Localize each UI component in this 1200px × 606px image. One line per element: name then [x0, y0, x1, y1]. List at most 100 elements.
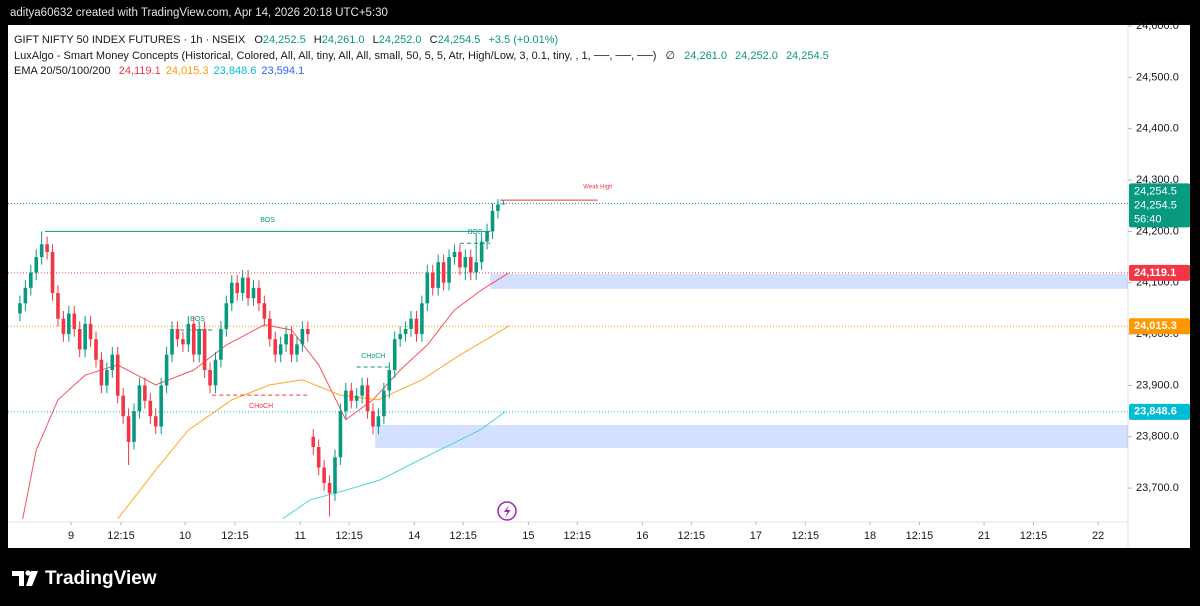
x-tick-label: 12:15	[107, 530, 135, 542]
candle-body	[137, 385, 142, 412]
candle-body	[181, 339, 185, 345]
y-tick-label: 24,500.0	[1136, 71, 1179, 83]
ema-line	[282, 411, 506, 520]
legend-line-2: LuxAlgo - Smart Money Concepts (Historic…	[14, 50, 829, 62]
candle-body	[490, 210, 495, 232]
candle-body	[132, 411, 136, 442]
candle-body	[99, 359, 104, 386]
chart-area	[8, 25, 1190, 548]
ema-value: 24,015.3	[166, 65, 209, 77]
candle-body	[240, 277, 245, 294]
ohlc-value: 24,252.0	[379, 34, 422, 46]
x-tick-label: 17	[750, 530, 762, 542]
brand-name: TradingView	[45, 568, 157, 589]
icon-bolt[interactable]	[504, 505, 511, 518]
y-tick-label: 24,300.0	[1136, 174, 1179, 186]
price-tag	[1129, 318, 1190, 335]
ohlc-label: H	[314, 34, 322, 46]
x-tick-label: 14	[408, 530, 420, 542]
candle-body	[273, 339, 278, 355]
candle-body	[202, 328, 207, 371]
ohlc-label: L	[373, 34, 379, 46]
candle-body	[447, 257, 451, 283]
x-tick-label: 12:15	[563, 530, 591, 542]
order-block	[490, 274, 1128, 289]
candle-body	[191, 323, 196, 355]
brand-logo: TradingView	[12, 568, 157, 589]
structure-label: BOS	[260, 217, 275, 224]
candle-body	[430, 272, 435, 288]
ohlc-label: O	[254, 34, 263, 46]
indicator-symbol: ∅	[666, 50, 676, 62]
candle-body	[371, 411, 375, 427]
candle-body	[115, 354, 120, 396]
candle-body	[327, 482, 332, 494]
x-tick-label: 15	[522, 530, 534, 542]
candle-body	[224, 303, 229, 329]
x-tick-label: 12:15	[678, 530, 706, 542]
candle-body	[67, 313, 71, 335]
candle-body	[148, 400, 153, 417]
price-tag-label: 56:40	[1134, 213, 1162, 225]
candle-body	[126, 416, 131, 442]
candle-body	[392, 339, 397, 371]
candle-body	[414, 318, 419, 335]
candle-body	[121, 395, 125, 417]
price-tag-label: 24,015.3	[1134, 320, 1177, 332]
candle-body	[474, 262, 479, 273]
order-block	[375, 424, 1128, 449]
legend-line-1: GIFT NIFTY 50 INDEX FUTURES · 1h · NSEIX…	[14, 34, 558, 46]
candle-body	[143, 385, 147, 401]
x-tick-label: 16	[636, 530, 648, 542]
ema-name: EMA 20/50/100/200	[14, 65, 111, 77]
candle-body	[34, 257, 39, 273]
replay-icon[interactable]	[497, 501, 517, 521]
candle-body	[72, 313, 77, 329]
candle-body	[262, 303, 267, 319]
candle-body	[425, 272, 430, 304]
x-tick-label: 10	[179, 530, 191, 542]
structure-label: Weak High	[583, 185, 612, 191]
topbar-text: aditya60632 created with TradingView.com…	[10, 7, 388, 19]
candle-body	[349, 390, 354, 401]
price-tag-label: 23,848.6	[1134, 406, 1177, 418]
candle-body	[365, 385, 370, 412]
candle-body	[436, 262, 440, 288]
ema-value: 23,594.1	[261, 65, 304, 77]
ohlc-value: 24,252.5	[263, 34, 306, 46]
plot: 23,700.023,800.023,900.024,000.024,100.0…	[8, 20, 1190, 542]
candle-body	[458, 251, 462, 268]
x-tick-label: 12:15	[792, 530, 820, 542]
candle-body	[322, 467, 326, 483]
legend: GIFT NIFTY 50 INDEX FUTURES · 1h · NSEIX…	[14, 34, 829, 77]
candle-body	[316, 447, 321, 468]
candle-body	[468, 257, 473, 273]
structure-label: CHoCH	[249, 403, 273, 410]
x-tick-label: 12:15	[906, 530, 934, 542]
candle-body	[311, 436, 316, 448]
candle-body	[110, 354, 115, 371]
candle-body	[153, 416, 158, 427]
candle-body	[376, 416, 381, 427]
candle-body	[278, 344, 283, 355]
y-tick-label: 24,600.0	[1136, 20, 1179, 32]
change: +3.5 (+0.01%)	[488, 34, 558, 46]
candle-body	[354, 395, 359, 401]
x-tick-label: 22	[1092, 530, 1104, 542]
ema-value: 24,119.1	[119, 65, 161, 77]
candle-body	[268, 318, 272, 340]
y-tick-label: 24,400.0	[1136, 123, 1179, 135]
candle-body	[246, 277, 250, 299]
candle-body	[344, 390, 348, 412]
ohlc-value: 24,261.0	[322, 34, 365, 46]
x-tick-label: 18	[864, 530, 876, 542]
candle-body	[398, 334, 402, 340]
candle-body	[213, 359, 218, 386]
y-tick-label: 24,200.0	[1136, 225, 1179, 237]
logo-shape	[12, 571, 24, 586]
candle-body	[306, 328, 310, 335]
price-tag-label: 24,254.5	[1134, 185, 1177, 197]
x-tick-label: 12:15	[221, 530, 249, 542]
